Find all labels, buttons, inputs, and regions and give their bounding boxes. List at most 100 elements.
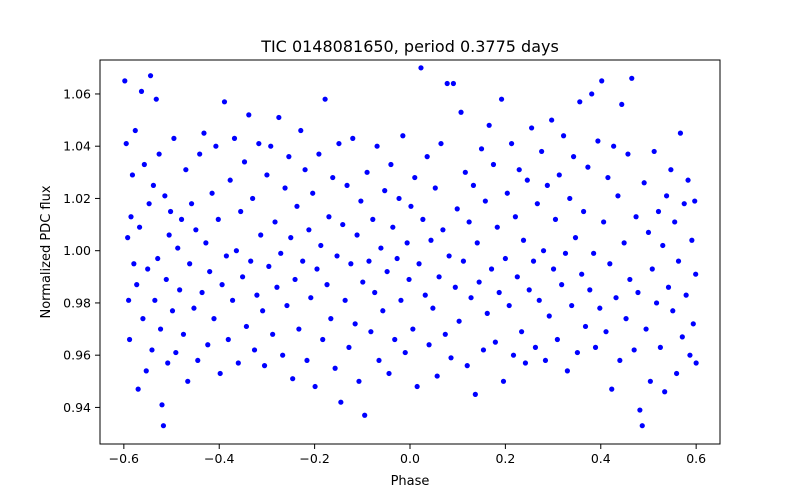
data-point xyxy=(617,357,623,364)
data-point xyxy=(175,245,181,251)
data-point xyxy=(126,297,132,303)
y-axis-label: Normalized PDC flux xyxy=(39,185,54,318)
data-point xyxy=(514,274,520,280)
data-point xyxy=(178,216,185,222)
data-point xyxy=(681,201,687,207)
data-point xyxy=(152,297,158,303)
data-point xyxy=(605,174,611,181)
x-tick-label: 0.0 xyxy=(400,451,420,466)
y-tick-label: 0.94 xyxy=(63,400,91,415)
data-point xyxy=(496,289,502,296)
data-point xyxy=(213,143,219,149)
data-point xyxy=(243,323,250,330)
data-point xyxy=(572,235,579,241)
data-point xyxy=(386,370,392,377)
data-point xyxy=(131,261,137,267)
data-point xyxy=(601,219,607,225)
data-point xyxy=(274,284,280,290)
data-point xyxy=(326,214,332,220)
data-point xyxy=(160,423,167,429)
data-point xyxy=(468,295,474,301)
data-point xyxy=(574,349,581,356)
data-point xyxy=(207,268,213,275)
data-point xyxy=(569,302,575,309)
data-point xyxy=(690,321,696,327)
data-point xyxy=(410,326,416,332)
data-point xyxy=(125,235,131,241)
data-point xyxy=(498,96,505,102)
data-point xyxy=(159,402,165,408)
data-point xyxy=(592,344,599,350)
data-point xyxy=(280,352,286,358)
data-point xyxy=(570,154,577,160)
data-point xyxy=(426,342,432,348)
data-point xyxy=(627,276,633,283)
y-axis-ticks: 0.94 0.96 0.98 1.00 1.02 1.04 1.06 xyxy=(63,86,100,415)
data-point xyxy=(484,310,490,316)
data-point xyxy=(360,279,366,285)
data-point xyxy=(261,363,268,369)
data-point xyxy=(539,148,545,155)
data-point xyxy=(623,316,629,322)
data-point xyxy=(462,169,468,175)
data-point xyxy=(414,383,420,390)
data-point xyxy=(534,201,540,207)
data-point xyxy=(436,274,442,280)
data-point xyxy=(651,148,657,155)
data-point xyxy=(150,182,157,188)
data-point xyxy=(173,349,179,356)
data-point xyxy=(404,240,410,246)
data-point xyxy=(668,167,674,173)
data-point xyxy=(657,344,663,350)
y-tick-label: 0.98 xyxy=(63,295,91,310)
data-point xyxy=(550,266,557,272)
data-point xyxy=(300,258,306,264)
data-point xyxy=(246,112,252,118)
data-point xyxy=(258,232,264,238)
data-point xyxy=(529,125,535,131)
data-point xyxy=(603,329,609,335)
data-point xyxy=(581,208,587,215)
data-point xyxy=(203,240,209,246)
data-point xyxy=(643,326,649,332)
data-point xyxy=(141,161,147,168)
data-point xyxy=(155,255,161,262)
data-point xyxy=(177,287,183,293)
data-point xyxy=(135,386,141,392)
data-point xyxy=(180,331,187,337)
data-point xyxy=(486,122,492,128)
data-point xyxy=(516,167,522,173)
data-point xyxy=(250,195,256,202)
y-tick-label: 1.00 xyxy=(63,243,91,258)
data-point xyxy=(316,151,322,157)
data-point xyxy=(625,151,631,157)
data-point xyxy=(266,263,272,269)
data-point xyxy=(510,352,517,358)
data-points xyxy=(122,65,699,429)
data-point xyxy=(356,378,362,384)
data-point xyxy=(238,208,244,215)
data-point xyxy=(350,135,356,141)
data-point xyxy=(474,240,480,246)
data-point xyxy=(597,305,603,311)
data-point xyxy=(442,331,448,337)
data-point xyxy=(562,250,569,256)
data-point xyxy=(637,407,643,413)
data-point xyxy=(312,383,318,390)
data-point xyxy=(276,114,282,121)
data-point xyxy=(215,216,221,222)
data-point xyxy=(424,154,430,160)
data-point xyxy=(233,248,239,254)
data-point xyxy=(193,227,199,233)
data-point xyxy=(685,177,691,183)
data-point xyxy=(157,326,164,332)
data-point xyxy=(296,326,302,332)
data-point xyxy=(132,127,138,134)
data-point xyxy=(334,253,340,259)
data-point xyxy=(376,357,382,364)
data-point xyxy=(372,289,378,296)
x-tick-label: −0.4 xyxy=(204,451,234,466)
data-point xyxy=(294,203,300,209)
data-point xyxy=(129,172,136,178)
data-point xyxy=(138,88,145,94)
